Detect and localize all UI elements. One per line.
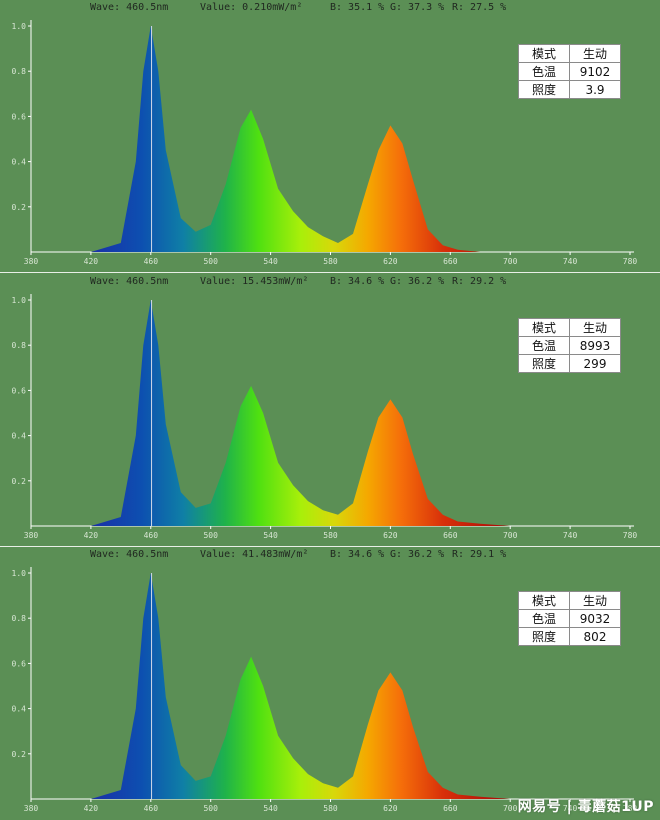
lux-value: 3.9 — [569, 80, 621, 99]
lux-value: 299 — [569, 354, 621, 373]
lux-label: 照度 — [518, 627, 570, 646]
x-tick-label: 620 — [383, 257, 398, 266]
x-tick-label: 420 — [84, 804, 99, 813]
y-tick-label: 0.8 — [12, 614, 27, 623]
x-tick-label: 740 — [563, 531, 578, 540]
y-tick-label: 0.6 — [12, 112, 27, 121]
watermark: 网易号 | 毒蘑菇1UP — [517, 799, 654, 815]
y-tick-label: 0.6 — [12, 659, 27, 668]
lux-label: 照度 — [518, 354, 570, 373]
cct-value: 8993 — [569, 336, 621, 355]
blue-percent: B: 35.1 % — [330, 2, 385, 13]
x-tick-label: 460 — [144, 804, 159, 813]
y-tick-label: 1.0 — [12, 296, 27, 305]
x-tick-label: 700 — [503, 804, 518, 813]
red-percent: R: 29.1 % — [452, 549, 507, 560]
x-tick-label: 540 — [263, 257, 278, 266]
y-tick-label: 0.4 — [12, 158, 27, 167]
spectrum-area — [31, 300, 630, 526]
spectrum-panel-1: Wave: 460.5nm Value: 0.210mW/m² B: 35.1 … — [0, 0, 660, 273]
x-tick-label: 620 — [383, 804, 398, 813]
lux-label: 照度 — [518, 80, 570, 99]
readout-header: Wave: 460.5nm Value: 0.210mW/m² B: 35.1 … — [0, 2, 660, 18]
x-tick-label: 700 — [503, 531, 518, 540]
x-tick-label: 420 — [84, 531, 99, 540]
panel-divider — [0, 272, 660, 273]
x-tick-label: 500 — [203, 531, 218, 540]
x-tick-label: 380 — [24, 804, 39, 813]
panel-divider — [0, 546, 660, 547]
spectrum-chart: 380 420 460 500 540 580 620 660 700 740 780 0.2 0.4 0… — [12, 567, 638, 813]
x-tick-label: 540 — [263, 531, 278, 540]
mode-label: 模式 — [518, 318, 570, 337]
green-percent: G: 36.2 % — [390, 276, 445, 287]
x-tick-label: 780 — [623, 531, 638, 540]
x-tick-label: 700 — [503, 257, 518, 266]
spectrum-panel-3: Wave: 460.5nm Value: 41.483mW/m² B: 34.6… — [0, 547, 660, 820]
mode-label: 模式 — [518, 44, 570, 63]
x-tick-label: 380 — [24, 531, 39, 540]
readout-header: Wave: 460.5nm Value: 15.453mW/m² B: 34.6… — [0, 276, 660, 292]
x-tick-label: 660 — [443, 804, 458, 813]
mode-value: 生动 — [569, 318, 621, 337]
mode-value: 生动 — [569, 44, 621, 63]
x-tick-label: 620 — [383, 531, 398, 540]
value-readout: Value: 0.210mW/m² — [200, 2, 303, 13]
blue-percent: B: 34.6 % — [330, 276, 385, 287]
x-tick-label: 460 — [144, 531, 159, 540]
spectrum-panel-2: Wave: 460.5nm Value: 15.453mW/m² B: 34.6… — [0, 274, 660, 547]
spectrum-area — [31, 26, 630, 252]
blue-percent: B: 34.6 % — [330, 549, 385, 560]
y-tick-label: 0.8 — [12, 67, 27, 76]
x-tick-label: 660 — [443, 531, 458, 540]
info-table: 模式 生动 色温 8993 照度 299 — [518, 318, 621, 373]
x-tick-label: 380 — [24, 257, 39, 266]
mode-label: 模式 — [518, 591, 570, 610]
y-tick-label: 0.2 — [12, 750, 27, 759]
y-tick-label: 0.2 — [12, 477, 27, 486]
y-tick-label: 0.6 — [12, 386, 27, 395]
x-tick-label: 580 — [323, 804, 338, 813]
y-tick-label: 1.0 — [12, 22, 27, 31]
cct-value: 9032 — [569, 609, 621, 628]
spectrum-chart: 380 420 460 500 540 580 620 660 700 740 780 0.2 0.4 0… — [12, 294, 638, 540]
mode-value: 生动 — [569, 591, 621, 610]
x-tick-label: 660 — [443, 257, 458, 266]
lux-value: 802 — [569, 627, 621, 646]
cct-label: 色温 — [518, 62, 570, 81]
info-table: 模式 生动 色温 9102 照度 3.9 — [518, 44, 621, 99]
x-tick-label: 500 — [203, 804, 218, 813]
spectrum-chart: 380 420 460 500 540 580 620 660 700 740 780 0.2 0.4 0… — [12, 20, 638, 266]
wave-readout: Wave: 460.5nm — [90, 549, 169, 560]
y-tick-label: 0.8 — [12, 341, 27, 350]
x-tick-label: 580 — [323, 531, 338, 540]
x-tick-label: 740 — [563, 804, 578, 813]
red-percent: R: 27.5 % — [452, 2, 507, 13]
y-tick-label: 0.4 — [12, 705, 27, 714]
red-percent: R: 29.2 % — [452, 276, 507, 287]
x-tick-label: 420 — [84, 257, 99, 266]
value-readout: Value: 15.453mW/m² — [200, 276, 309, 287]
x-tick-label: 500 — [203, 257, 218, 266]
spectrum-area — [31, 573, 630, 799]
x-tick-label: 460 — [144, 257, 159, 266]
green-percent: G: 37.3 % — [390, 2, 445, 13]
x-tick-label: 780 — [623, 804, 638, 813]
y-tick-label: 1.0 — [12, 569, 27, 578]
x-tick-label: 780 — [623, 257, 638, 266]
green-percent: G: 36.2 % — [390, 549, 445, 560]
info-table: 模式 生动 色温 9032 照度 802 — [518, 591, 621, 646]
x-tick-label: 580 — [323, 257, 338, 266]
x-tick-label: 740 — [563, 257, 578, 266]
y-tick-label: 0.2 — [12, 203, 27, 212]
cct-label: 色温 — [518, 336, 570, 355]
wave-readout: Wave: 460.5nm — [90, 2, 169, 13]
y-tick-label: 0.4 — [12, 432, 27, 441]
cct-value: 9102 — [569, 62, 621, 81]
x-tick-label: 540 — [263, 804, 278, 813]
value-readout: Value: 41.483mW/m² — [200, 549, 309, 560]
wave-readout: Wave: 460.5nm — [90, 276, 169, 287]
cct-label: 色温 — [518, 609, 570, 628]
readout-header: Wave: 460.5nm Value: 41.483mW/m² B: 34.6… — [0, 549, 660, 565]
